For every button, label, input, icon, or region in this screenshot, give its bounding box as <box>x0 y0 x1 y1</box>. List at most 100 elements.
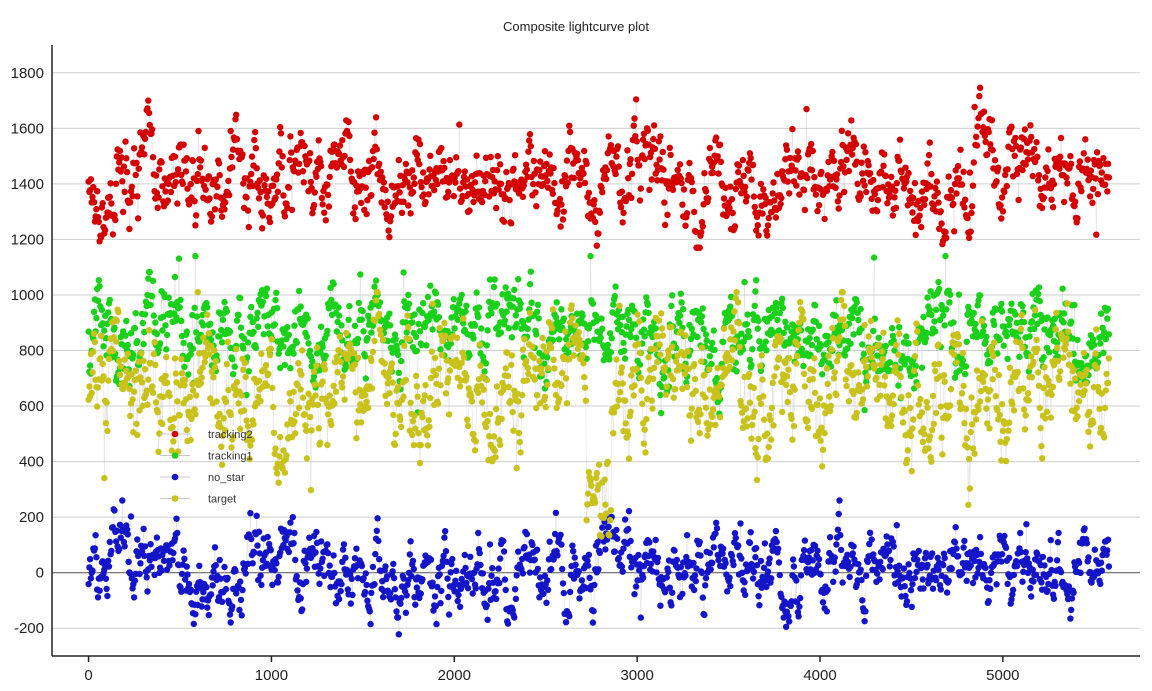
data-point <box>929 426 936 434</box>
data-point <box>434 400 442 407</box>
data-point <box>255 323 262 330</box>
data-point <box>251 128 259 136</box>
data-point <box>928 458 935 465</box>
data-point <box>119 385 127 393</box>
data-point <box>492 454 499 461</box>
data-point <box>1098 567 1106 574</box>
data-point <box>886 359 893 366</box>
data-point <box>646 539 653 546</box>
data-point <box>663 574 670 581</box>
data-point <box>709 339 716 347</box>
data-point <box>413 347 421 355</box>
data-point <box>344 586 351 593</box>
data-point <box>106 296 114 304</box>
data-point <box>326 173 333 181</box>
data-point <box>503 168 510 176</box>
data-point <box>511 286 518 293</box>
data-point <box>841 302 848 310</box>
data-point <box>509 408 516 416</box>
data-point <box>486 410 494 418</box>
data-point <box>204 604 211 611</box>
data-point <box>624 147 631 154</box>
data-point <box>984 151 991 158</box>
data-point <box>982 564 989 572</box>
data-point <box>248 153 256 160</box>
data-point <box>655 138 662 145</box>
data-point <box>1013 558 1020 565</box>
data-point <box>758 352 765 359</box>
data-point <box>982 338 989 345</box>
data-point <box>755 435 762 443</box>
data-point <box>536 167 543 174</box>
data-point <box>321 366 329 373</box>
data-point <box>894 567 901 575</box>
data-point <box>1019 578 1026 585</box>
data-point <box>877 168 885 175</box>
data-point <box>528 299 535 306</box>
data-point <box>862 149 869 156</box>
data-point <box>146 268 153 276</box>
data-point <box>858 159 865 166</box>
data-point <box>1071 198 1079 205</box>
data-point <box>870 176 877 184</box>
data-point <box>768 575 775 582</box>
data-point <box>752 445 759 452</box>
data-point <box>416 459 424 467</box>
data-point <box>539 334 546 342</box>
data-point <box>1035 290 1042 298</box>
data-point <box>172 179 179 186</box>
data-point <box>458 291 465 299</box>
data-point <box>91 545 99 552</box>
data-point <box>625 306 632 314</box>
data-point <box>901 583 908 590</box>
data-point <box>216 172 223 179</box>
data-point <box>617 389 624 396</box>
data-point <box>152 172 160 179</box>
data-point <box>374 289 381 296</box>
data-point <box>123 168 131 176</box>
data-point <box>607 142 615 149</box>
data-point <box>461 551 468 559</box>
data-point <box>445 611 453 618</box>
data-point <box>710 327 717 334</box>
data-point <box>207 336 215 344</box>
data-point <box>166 392 173 400</box>
data-point <box>651 145 659 152</box>
data-point <box>666 584 673 591</box>
data-point <box>298 371 305 378</box>
data-point <box>321 572 328 580</box>
data-point <box>523 377 531 384</box>
data-point <box>357 199 365 207</box>
data-point <box>992 306 999 314</box>
data-point <box>632 96 640 103</box>
data-point <box>102 575 110 582</box>
data-point <box>99 200 106 207</box>
data-point <box>909 209 916 216</box>
data-point <box>925 151 933 159</box>
data-point <box>212 562 219 569</box>
data-point <box>182 576 189 583</box>
data-point <box>793 360 800 367</box>
data-point <box>312 392 319 399</box>
data-point <box>416 328 424 335</box>
data-point <box>833 176 840 183</box>
data-point <box>415 430 422 437</box>
data-point <box>435 314 443 321</box>
data-point <box>934 189 941 196</box>
data-point <box>449 555 456 563</box>
data-point <box>602 546 609 553</box>
data-point <box>483 342 490 349</box>
data-point <box>137 560 144 567</box>
data-point <box>625 431 632 439</box>
data-point <box>1023 521 1030 528</box>
data-point <box>808 405 816 412</box>
data-point <box>412 333 420 341</box>
data-point <box>346 302 353 310</box>
data-point <box>102 420 110 427</box>
data-point <box>174 529 181 537</box>
data-point <box>526 281 534 288</box>
data-point <box>309 358 316 365</box>
data-point <box>921 201 928 209</box>
data-point <box>134 431 141 439</box>
data-point <box>797 594 804 602</box>
